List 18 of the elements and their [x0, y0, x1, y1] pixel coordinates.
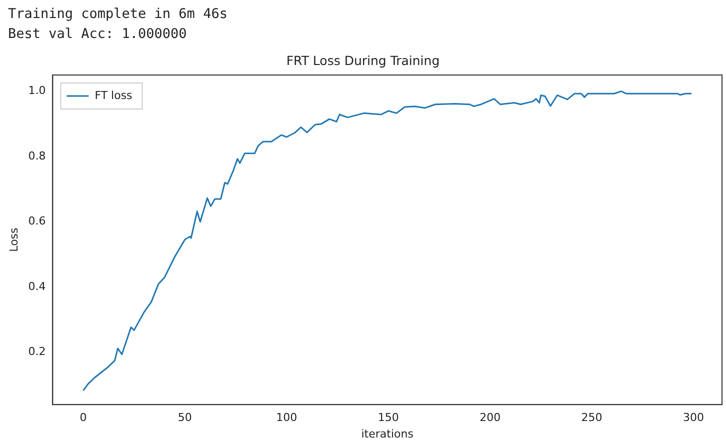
- text: Best val Acc: 1.000000: [8, 25, 188, 44]
- x-tick-label: 300: [683, 411, 704, 424]
- x-tick-label: 50: [178, 411, 192, 424]
- y-tick-label: 0.8: [28, 149, 46, 162]
- x-tick-label: 250: [581, 411, 602, 424]
- text: Training complete in 6m 46s: [8, 5, 228, 24]
- y-tick-label: 0.2: [28, 345, 46, 358]
- x-tick-label: 150: [378, 411, 399, 424]
- x-axis-title: iterations: [361, 427, 414, 440]
- y-tick-label: 0.4: [28, 280, 46, 293]
- y-tick-label: 1.0: [28, 84, 46, 98]
- x-tick-label: 200: [480, 411, 501, 424]
- chart-title: FRT Loss During Training: [286, 52, 440, 68]
- y-axis-title: Loss: [7, 227, 20, 252]
- legend-label: FT loss: [94, 88, 133, 102]
- x-tick-label: 100: [276, 411, 298, 424]
- x-tick-label: 0: [80, 411, 87, 424]
- y-tick-label: 0.6: [28, 214, 46, 228]
